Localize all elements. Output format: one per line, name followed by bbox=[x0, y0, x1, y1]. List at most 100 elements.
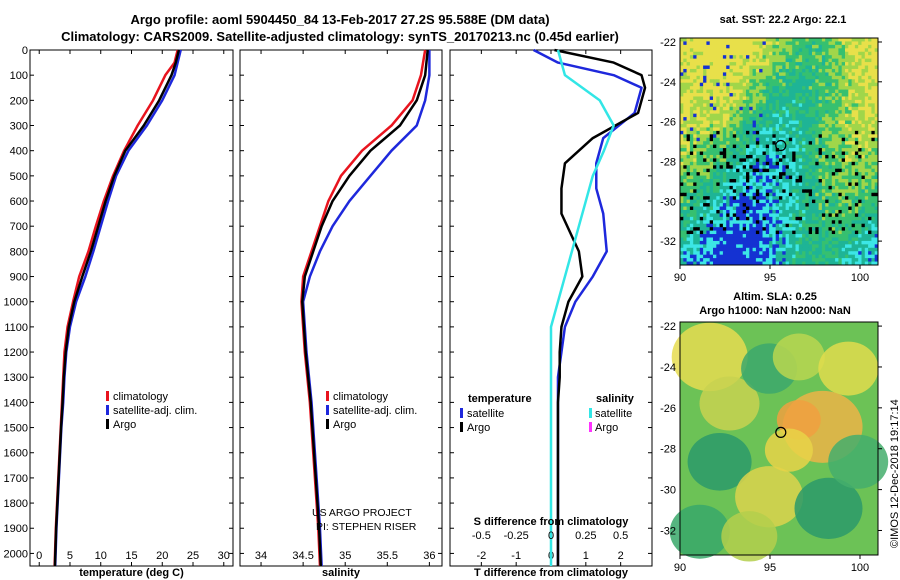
plot-title-line1: Argo profile: aoml 5904450_84 13-Feb-201… bbox=[130, 12, 550, 27]
lon-tick-label: 90 bbox=[674, 272, 686, 284]
x-tick-label: -2 bbox=[476, 550, 486, 562]
x-tick-label: 34 bbox=[255, 550, 267, 562]
argo-position-marker bbox=[775, 139, 787, 152]
x-tick-label: 0 bbox=[36, 550, 42, 562]
sst-map-title: sat. SST: 22.2 Argo: 22.1 bbox=[719, 14, 847, 26]
sla-anomaly bbox=[671, 322, 748, 392]
argo-position-marker bbox=[775, 426, 787, 438]
x-axis-label: T difference from climatology bbox=[474, 567, 629, 579]
legend-swatch bbox=[106, 391, 109, 401]
x2-tick-label: -0.25 bbox=[504, 530, 529, 542]
lat-tick-label: -30 bbox=[660, 196, 676, 208]
depth-tick-label: 0 bbox=[22, 45, 28, 57]
x2-tick-label: 0.25 bbox=[575, 530, 596, 542]
lat-tick-label: -32 bbox=[660, 236, 676, 248]
depth-tick-label: 1900 bbox=[4, 523, 28, 535]
sla-map-title-line2: Argo h1000: NaN h2000: NaN bbox=[699, 305, 851, 317]
legend-entry: satellite bbox=[467, 408, 504, 420]
depth-tick-label: 1600 bbox=[4, 448, 28, 460]
lat-tick-label: -24 bbox=[660, 362, 676, 374]
legend-entry: satellite-adj. clim. bbox=[333, 405, 417, 417]
depth-tick-label: 500 bbox=[10, 171, 28, 183]
lat-tick-label: -22 bbox=[660, 321, 676, 333]
lat-tick-label: -26 bbox=[660, 403, 676, 415]
legend-entry: climatology bbox=[113, 391, 169, 403]
x-tick-label: -1 bbox=[511, 550, 521, 562]
lon-tick-label: 95 bbox=[764, 272, 776, 284]
x-axis-label: temperature (deg C) bbox=[79, 567, 184, 579]
depth-tick-label: 2000 bbox=[4, 548, 28, 560]
depth-tick-label: 900 bbox=[10, 272, 28, 284]
depth-tick-label: 1300 bbox=[4, 372, 28, 384]
series-line-t-argo bbox=[554, 48, 647, 566]
depth-tick-label: 1100 bbox=[4, 322, 28, 334]
depth-tick-label: 100 bbox=[10, 70, 28, 82]
panel-frame bbox=[239, 49, 443, 567]
depth-tick-label: 800 bbox=[10, 246, 28, 258]
depth-tick-label: 1400 bbox=[4, 397, 28, 409]
depth-tick-label: 400 bbox=[10, 146, 28, 158]
legend-entry: satellite-adj. clim. bbox=[113, 405, 197, 417]
profile-panel-2: 34 34.5 35 35.5 36 salinity bbox=[239, 49, 443, 579]
legend-swatch bbox=[326, 405, 329, 415]
x-tick-label: 5 bbox=[67, 550, 73, 562]
sla-anomaly bbox=[699, 376, 760, 431]
x-tick-label: 15 bbox=[125, 550, 137, 562]
depth-tick-label: 1000 bbox=[4, 297, 28, 309]
sla-anomaly bbox=[721, 511, 778, 562]
x-axis-label: salinity bbox=[322, 567, 361, 579]
sla-anomaly bbox=[772, 333, 825, 381]
legend-title-salinity: salinity bbox=[596, 393, 635, 405]
sla-map: -22 -24 -26 -28 -30 -32 90 95 100 bbox=[660, 321, 889, 574]
legend-entry: Argo bbox=[595, 422, 618, 434]
x-tick-label: 30 bbox=[218, 550, 230, 562]
plot-title-line2: Climatology: CARS2009. Satellite-adjuste… bbox=[61, 29, 619, 44]
sla-anomaly bbox=[669, 504, 730, 559]
legend-swatch bbox=[106, 419, 109, 429]
sla-anomaly bbox=[794, 477, 863, 539]
x-tick-label: 10 bbox=[95, 550, 107, 562]
series-line-satellite bbox=[301, 50, 431, 567]
depth-tick-label: 1700 bbox=[4, 473, 28, 485]
lat-tick-label: -24 bbox=[660, 77, 676, 89]
lat-tick-label: -30 bbox=[660, 485, 676, 497]
legend-swatch bbox=[460, 422, 463, 432]
profile-panel-3: -2 -1 0 1 2 T difference from climatology bbox=[449, 48, 653, 579]
lon-tick-label: 100 bbox=[851, 272, 869, 284]
depth-tick-label: 300 bbox=[10, 121, 28, 133]
sla-anomaly bbox=[828, 434, 889, 489]
series-line-argo bbox=[53, 49, 181, 567]
pi-annotation: PI: STEPHEN RISER bbox=[316, 521, 417, 533]
map-frame bbox=[679, 321, 879, 556]
imos-stamp: ©IMOS 12-Dec-2018 19:17:14 bbox=[889, 399, 900, 548]
legend-entry: satellite bbox=[595, 408, 632, 420]
panel-frame bbox=[29, 49, 234, 567]
lon-tick-label: 95 bbox=[764, 562, 776, 574]
x-tick-label: 2 bbox=[618, 550, 624, 562]
sla-map-title-line1: Altim. SLA: 0.25 bbox=[733, 291, 817, 303]
profile-panel-1: 0 5 10 15 20 25 30 temperature (deg C) bbox=[29, 49, 234, 579]
lat-tick-label: -28 bbox=[660, 156, 676, 168]
map-frame bbox=[679, 37, 879, 266]
legend-swatch bbox=[460, 408, 463, 418]
legend-title-temperature: temperature bbox=[468, 393, 532, 405]
legend-swatch bbox=[106, 405, 109, 415]
depth-tick-label: 1200 bbox=[4, 347, 28, 359]
legend-swatch bbox=[326, 419, 329, 429]
x2-tick-label: 0 bbox=[548, 530, 554, 542]
legend-swatch bbox=[589, 408, 592, 418]
sla-anomaly bbox=[687, 433, 752, 491]
lat-tick-label: -22 bbox=[660, 37, 676, 49]
depth-tick-label: 700 bbox=[10, 221, 28, 233]
lat-tick-label: -32 bbox=[660, 525, 676, 537]
x-tick-label: 36 bbox=[423, 550, 435, 562]
sla-anomaly bbox=[818, 341, 879, 396]
legend-entry: climatology bbox=[333, 391, 389, 403]
series-line-argo bbox=[301, 49, 429, 567]
x-tick-label: 25 bbox=[187, 550, 199, 562]
project-annotation: US ARGO PROJECT bbox=[312, 507, 412, 519]
x2-axis-label: S difference from climatology bbox=[474, 516, 630, 528]
sla-anomaly bbox=[764, 428, 813, 472]
lon-tick-label: 100 bbox=[851, 562, 869, 574]
